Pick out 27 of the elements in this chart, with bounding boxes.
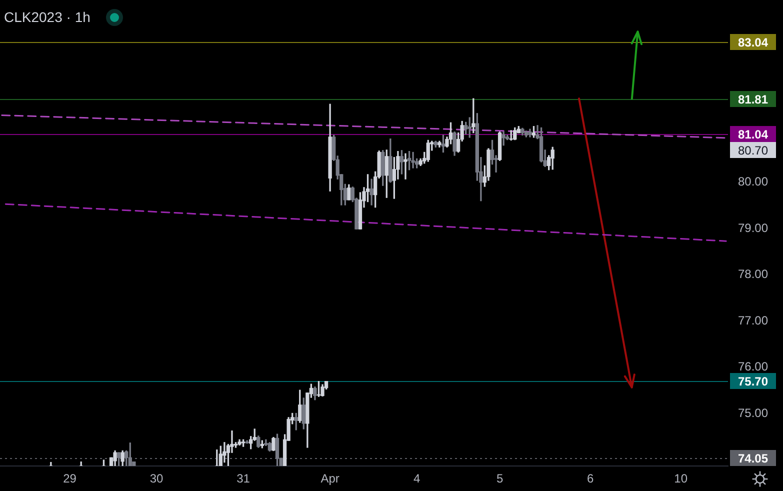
- x-tick-label: 4: [413, 472, 420, 486]
- x-tick-label: 30: [150, 472, 164, 486]
- candlestick: [502, 132, 506, 146]
- x-tick-label: 29: [63, 472, 77, 486]
- text: 80.70: [738, 143, 768, 158]
- ref-line-label: 83.04: [738, 35, 768, 50]
- candlestick: [404, 153, 408, 180]
- y-tick-label: 78.00: [738, 267, 768, 282]
- ref-line-label: 74.05: [738, 451, 768, 466]
- y-tick-label: 77.00: [738, 313, 768, 328]
- text: CLK2023 · 1h: [4, 8, 90, 26]
- ref-line-label: 81.04: [738, 127, 768, 142]
- x-tick-label: Apr: [320, 472, 340, 486]
- y-tick-label: 76.00: [738, 360, 768, 374]
- candlestick: [49, 462, 53, 466]
- candlestick: [411, 152, 415, 168]
- ref-line-label: 75.70: [738, 374, 768, 388]
- y-tick-label: 80.00: [738, 174, 768, 189]
- x-tick-label: 5: [496, 472, 504, 486]
- candlestick: [222, 442, 226, 463]
- y-tick-label: 75.00: [738, 406, 768, 420]
- y-tick-label: 79.00: [738, 220, 768, 235]
- x-tick-label: 31: [236, 472, 250, 486]
- candlestick: [370, 178, 374, 206]
- x-tick-label: 6: [586, 472, 594, 486]
- ref-line-label: 81.81: [738, 92, 768, 106]
- x-tick-label: 10: [674, 472, 688, 486]
